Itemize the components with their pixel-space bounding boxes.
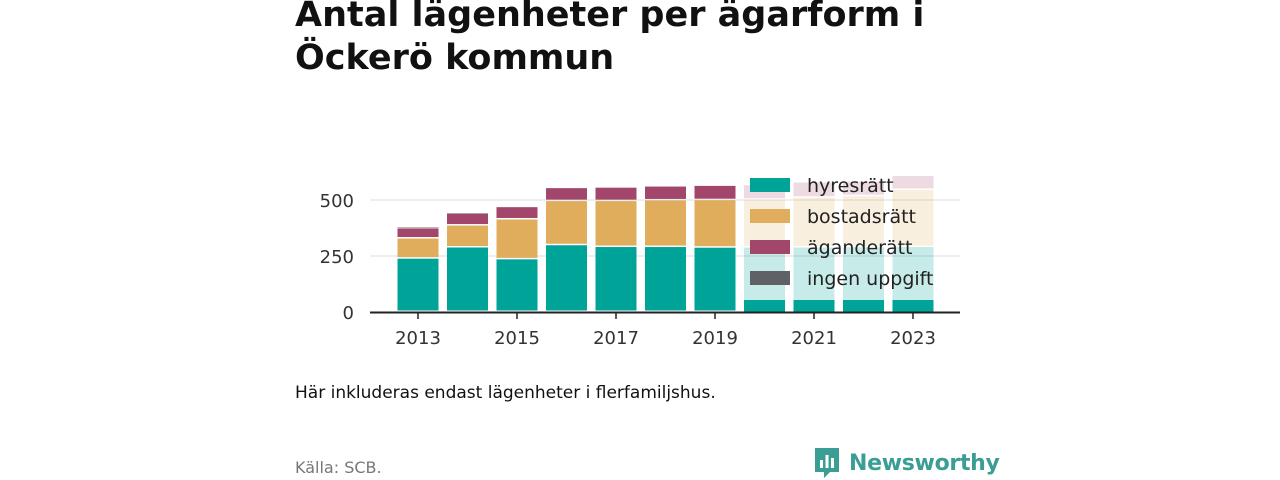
chart-note: Här inkluderas endast lägenheter i flerf…	[295, 383, 716, 403]
bar-segment	[694, 200, 736, 247]
bar-base-segment	[744, 300, 785, 312]
bar-segment	[397, 228, 439, 238]
legend-swatch	[750, 209, 790, 223]
legend-label: hyresrätt	[807, 175, 894, 197]
bar-segment	[595, 187, 637, 200]
bar-base-segment	[843, 300, 884, 312]
legend-label: ingen uppgift	[807, 268, 933, 290]
bar-segment	[793, 197, 835, 246]
tick-labels: 0 250 500 2013 2015 2017 2019 2021 2023	[320, 191, 936, 349]
bar-segment	[397, 227, 439, 229]
y-tick-label: 250	[320, 247, 354, 268]
x-tick-label: 2023	[890, 328, 936, 349]
bar-base-segment	[892, 300, 934, 312]
bar-segment	[595, 247, 637, 311]
bar-segment	[793, 247, 835, 311]
bar-segment	[595, 201, 637, 246]
bar-segment	[447, 213, 488, 225]
bar-base-segment	[793, 300, 835, 312]
bar-segment	[793, 182, 835, 197]
chart-title: Antal lägenheter per ägarform i Öckerö k…	[295, 0, 925, 78]
bar-segment	[496, 207, 538, 218]
newsworthy-logo[interactable]: Newsworthy	[813, 446, 1000, 480]
x-tick-label: 2013	[395, 328, 441, 349]
x-tick-label: 2017	[593, 328, 639, 349]
newsworthy-logo-icon	[815, 448, 839, 478]
bar-segment	[546, 201, 587, 244]
source-text: Källa: SCB.	[295, 458, 382, 477]
bar-segment	[496, 259, 538, 311]
bars	[397, 176, 934, 312]
y-tick-label: 500	[320, 191, 354, 212]
x-tick-label: 2015	[494, 328, 540, 349]
bar-segment	[397, 258, 439, 311]
x-tick-label: 2021	[791, 328, 837, 349]
x-tick-label: 2019	[692, 328, 738, 349]
bar-segment	[447, 225, 488, 246]
bar-segment	[645, 247, 686, 311]
legend-swatch	[750, 271, 790, 285]
bar-segment	[843, 247, 884, 311]
legend-label: bostadsrätt	[807, 206, 916, 228]
bar-segment	[843, 196, 884, 246]
bar-segment	[645, 200, 686, 246]
bar-segment	[447, 247, 488, 311]
brand-name: Newsworthy	[849, 450, 1000, 476]
legend[interactable]: hyresrätt bostadsrätt äganderätt ingen uppg…	[750, 175, 933, 290]
bar-segment	[694, 185, 736, 199]
bar-segment	[892, 247, 934, 311]
legend-swatch	[750, 178, 790, 192]
bar-segment	[694, 247, 736, 311]
legend-swatch	[750, 240, 790, 254]
bar-segment	[892, 189, 934, 246]
y-tick-label: 0	[343, 303, 354, 324]
bar-segment	[645, 186, 686, 199]
bar-segment	[843, 181, 884, 195]
bar-segment	[892, 176, 934, 189]
bar-segment	[546, 188, 587, 200]
bar-segment	[546, 245, 587, 311]
bar-segment	[397, 238, 439, 258]
legend-label: äganderätt	[807, 237, 913, 259]
bar-segment	[447, 213, 488, 214]
bar-segment	[496, 219, 538, 258]
